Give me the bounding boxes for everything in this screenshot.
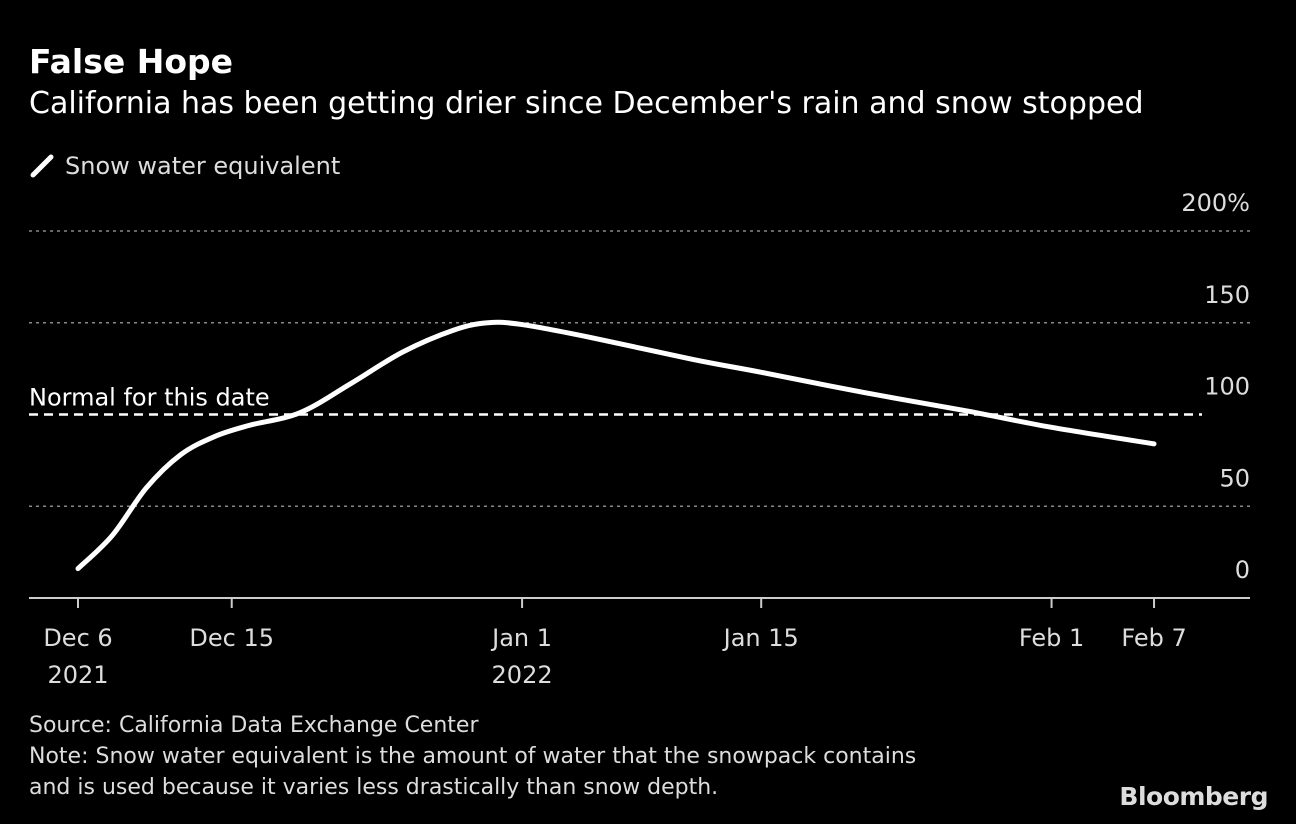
x-tick-label: Feb 1 xyxy=(1019,624,1084,652)
x-tick-sublabel: 2021 xyxy=(47,661,108,689)
series-line xyxy=(75,319,1157,572)
x-tick-label: Jan 1 xyxy=(490,624,552,652)
chart-subtitle: California has been getting drier since … xyxy=(29,86,1144,121)
x-tick-label: Jan 15 xyxy=(722,624,799,652)
footer: Source: California Data Exchange Center … xyxy=(29,710,916,803)
y-tick-label: 50 xyxy=(1219,464,1250,492)
legend: Snow water equivalent xyxy=(29,152,340,180)
x-tick-label: Feb 7 xyxy=(1121,624,1186,652)
y-tick-label: 100 xyxy=(1204,373,1250,401)
x-tick-label: Dec 15 xyxy=(189,624,274,652)
y-tick-label: 0 xyxy=(1235,556,1250,584)
y-tick-label: 200% xyxy=(1181,189,1250,217)
x-tick-label: Dec 6 xyxy=(43,624,112,652)
legend-label: Snow water equivalent xyxy=(65,152,341,180)
note-text-1: Note: Snow water equivalent is the amoun… xyxy=(29,744,917,769)
x-tick-sublabel: 2022 xyxy=(492,661,553,689)
source-text: Source: California Data Exchange Center xyxy=(29,713,479,738)
reference-line-label: Normal for this date xyxy=(29,384,270,412)
legend-line-icon xyxy=(30,154,54,178)
chart-title: False Hope xyxy=(29,42,233,81)
y-tick-label: 150 xyxy=(1204,281,1250,309)
bloomberg-logo: Bloomberg xyxy=(1119,782,1268,811)
note-text-2: and is used because it varies less drast… xyxy=(29,775,719,800)
